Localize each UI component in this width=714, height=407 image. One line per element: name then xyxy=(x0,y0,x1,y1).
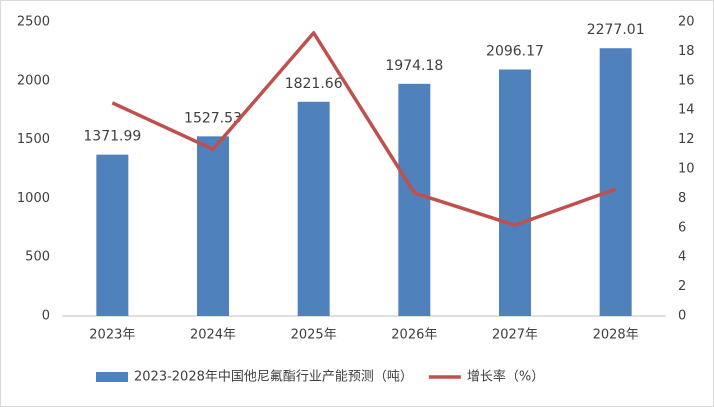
y-tick-label: 500 xyxy=(25,250,50,265)
y2-tick-label: 2 xyxy=(678,279,686,294)
legend-label: 2023-2028年中国他尼氟酯行业产能预测（吨） xyxy=(134,370,413,385)
y-tick-label: 2000 xyxy=(17,73,50,88)
x-tick-label: 2025年 xyxy=(291,328,337,343)
x-tick-label: 2028年 xyxy=(593,328,639,343)
y2-tick-label: 12 xyxy=(678,132,695,147)
x-tick-label: 2026年 xyxy=(391,328,437,343)
y2-tick-label: 0 xyxy=(678,309,686,324)
y2-tick-label: 8 xyxy=(678,191,686,206)
y-tick-label: 2500 xyxy=(17,15,50,30)
x-tick-label: 2027年 xyxy=(492,328,538,343)
y2-tick-label: 14 xyxy=(678,103,695,118)
value-label: 1371.99 xyxy=(83,129,141,145)
value-label: 2096.17 xyxy=(486,43,544,59)
y-tick-label: 1000 xyxy=(17,191,50,206)
bar xyxy=(197,136,229,316)
value-label: 2277.01 xyxy=(587,22,645,38)
bar xyxy=(398,83,431,317)
bar xyxy=(96,154,129,316)
legend-label: 增长率（%） xyxy=(467,369,544,385)
x-tick-label: 2024年 xyxy=(190,328,236,343)
y2-tick-label: 20 xyxy=(678,15,695,30)
value-label: 1527.53 xyxy=(184,110,242,126)
y2-tick-label: 18 xyxy=(678,44,695,59)
value-label: 1821.66 xyxy=(285,76,343,92)
y2-tick-label: 16 xyxy=(678,73,695,88)
y-tick-label: 0 xyxy=(42,309,50,324)
value-label: 1974.18 xyxy=(385,58,443,74)
y2-tick-label: 10 xyxy=(678,162,695,177)
line xyxy=(111,31,617,227)
y2-tick-label: 6 xyxy=(678,220,686,235)
x-tick-label: 2023年 xyxy=(89,328,135,343)
legend-swatch xyxy=(96,372,128,382)
bar xyxy=(297,101,330,316)
bar xyxy=(599,48,632,316)
bar xyxy=(499,69,531,316)
y-tick-label: 1500 xyxy=(17,132,50,147)
y2-tick-label: 4 xyxy=(678,250,686,265)
